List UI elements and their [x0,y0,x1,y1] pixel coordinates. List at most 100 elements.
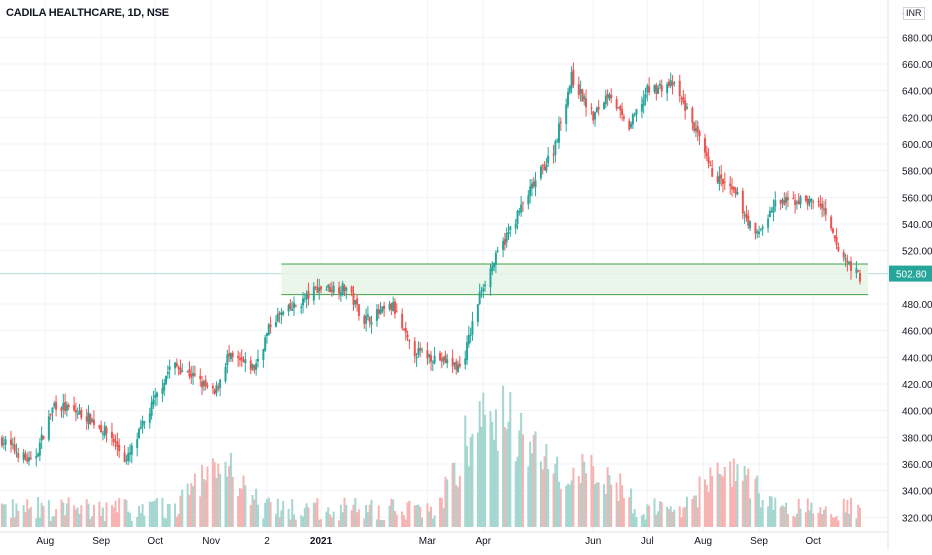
candle-body [426,350,429,359]
candle-body [87,412,90,424]
candle-body [673,82,676,84]
volume-bar [141,504,144,527]
volume-bar [228,466,231,527]
candle-body [547,155,550,164]
candle-body [635,109,638,115]
candle-body [855,268,858,274]
volume-bar [484,414,487,527]
volume-bar [640,515,643,527]
volume-bar [617,501,620,527]
candle-body [28,457,31,461]
candle-body [685,106,688,109]
candle-body [756,231,759,233]
volume-bar [253,499,256,527]
time-tick-label: Jul [641,536,654,547]
volume-bar [655,514,658,527]
candle-body [320,286,323,290]
volume-bar [38,517,41,527]
candle-body [213,390,216,394]
volume-bar [774,497,777,527]
volume-bar [758,493,761,527]
volume-bar [1,503,3,527]
volume-bar [817,512,820,527]
candle-body [502,240,505,250]
candle-body [797,200,800,205]
volume-bar [622,498,625,527]
volume-bar [110,505,113,527]
volume-bar [365,504,368,527]
volume-bar [74,509,77,527]
candle-body [190,374,193,378]
candle-body [256,358,259,362]
candle-body [491,265,494,272]
candle-body [534,180,537,188]
candle-body [289,303,292,309]
volume-bar [577,475,580,527]
volume-bar [848,513,851,527]
volume-bar [67,497,70,527]
volume-bar [736,464,739,527]
candle-body [554,141,557,155]
candle-body [464,358,467,365]
candle-body [415,356,418,359]
volume-bar [92,504,95,527]
volume-bar [357,509,360,527]
candle-body [527,195,530,205]
volume-bar [204,480,207,527]
time-axis[interactable]: Aug Sep Oct Nov 2 2021 Mar Apr Jun Jul Aug Sep Oct [36,536,821,547]
candle-body [451,358,454,367]
candle-body [597,106,600,110]
volume-bar [595,482,598,527]
candle-body [293,302,296,309]
candle-body [745,213,748,219]
candle-body [255,363,258,370]
volume-bar [478,401,481,527]
volume-bar [127,511,130,527]
volume-bar [554,463,557,527]
candle-body [743,215,746,217]
volume-bar [87,503,90,527]
candle-body [202,381,205,386]
currency-badge[interactable]: INR [903,7,925,20]
volume-bar [644,519,647,527]
volume-bar [615,482,618,527]
volume-bar [338,520,341,527]
candle-body [736,192,739,195]
candle-body [123,452,126,462]
volume-bar [491,421,494,527]
candle-body [112,438,115,443]
candle-body [114,441,117,443]
volume-bar [201,464,204,527]
volume-bar [502,385,505,527]
volume-bar [320,519,323,527]
candle-body [152,399,155,405]
volume-bar [507,421,510,527]
volume-bar [594,484,597,527]
volume-bar [237,496,240,527]
candle-body [356,298,359,305]
volume-bar [707,491,710,527]
candle-body [693,122,696,132]
candle-body [368,316,371,323]
time-tick-label: Jun [585,536,601,547]
volume-bar [476,432,479,527]
candle-body [168,366,171,370]
volume-bar [73,505,76,527]
candle-body [55,401,58,410]
volume-bar [565,485,568,527]
volume-bar [278,517,281,527]
candle-body [646,85,649,93]
candle-body [595,107,598,113]
volume-bar [202,479,205,527]
volume-bar [15,503,18,527]
price-tick-label: 340.00 [902,487,932,498]
price-tick-label: 440.00 [902,353,932,364]
price-axis[interactable]: 680.00 660.00 640.00 620.00 600.00 580.00 560.… [889,12,932,524]
volume-bar [11,499,14,527]
price-tick-label: 520.00 [902,247,932,258]
candle-body [684,100,687,112]
candle-body [302,298,305,306]
price-tick-label: 420.00 [902,380,932,391]
volume-bar [244,485,247,527]
